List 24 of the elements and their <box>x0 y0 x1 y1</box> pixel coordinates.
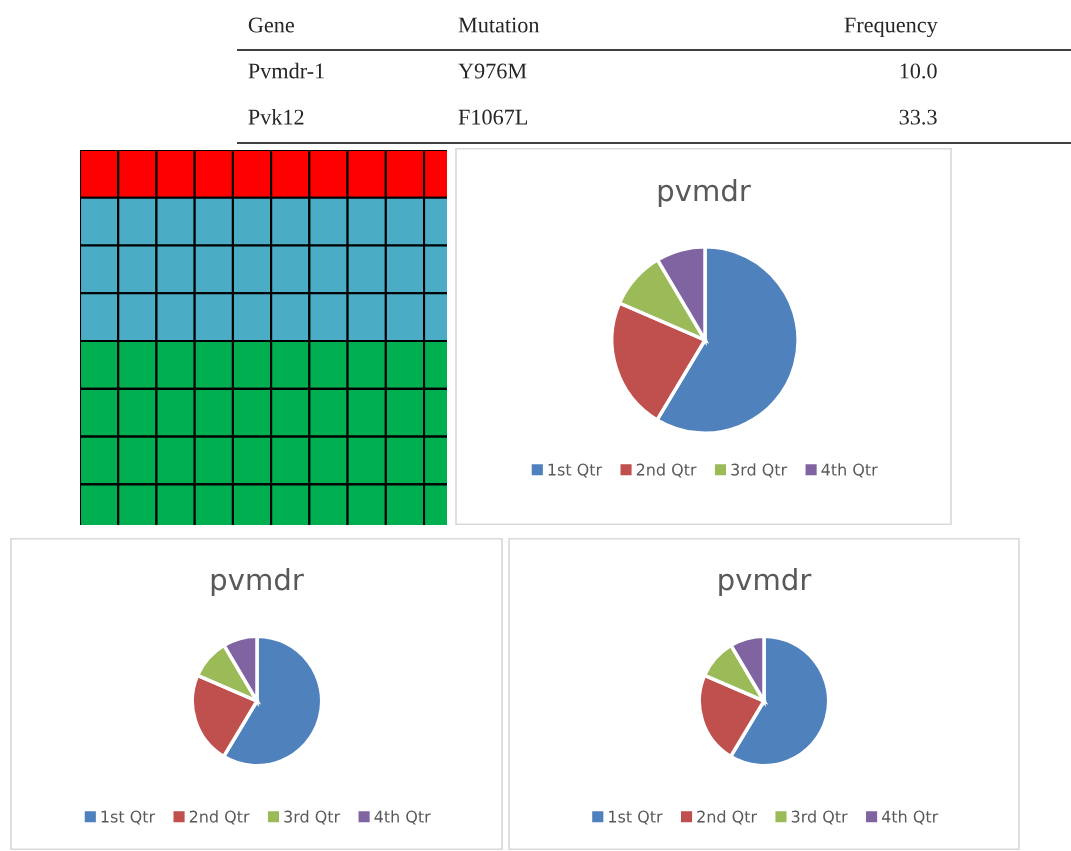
text: Frequency <box>844 17 938 38</box>
legend-label: 4th Qtr <box>374 810 431 825</box>
chart-title: pvmdr <box>658 178 751 208</box>
legend-label: 2nd Qtr <box>636 463 697 478</box>
text: 33.3 <box>899 109 937 125</box>
legend-label: 1st Qtr <box>548 463 603 478</box>
text: Y976M <box>458 63 527 79</box>
legend-label: 3rd Qtr <box>731 463 788 478</box>
legend-label: 1st Qtr <box>101 810 156 825</box>
text: Mutation <box>458 17 540 33</box>
text: Gene <box>248 17 294 33</box>
text: 10.0 <box>900 63 937 79</box>
legend-label: 2nd Qtr <box>697 810 758 825</box>
text: Pvk12 <box>248 108 304 125</box>
legend-label: 3rd Qtr <box>284 810 341 825</box>
chart-title: pvmdr <box>211 567 304 597</box>
legend-label: 1st Qtr <box>609 810 663 825</box>
text: Pvmdr-1 <box>248 62 324 79</box>
text: F1067L <box>458 109 528 125</box>
legend-label: 3rd Qtr <box>791 810 848 825</box>
legend-label: 2nd Qtr <box>189 810 250 825</box>
legend-label: 4th Qtr <box>881 810 939 825</box>
legend-label: 4th Qtr <box>821 463 878 478</box>
chart-title: pvmdr <box>719 567 812 597</box>
